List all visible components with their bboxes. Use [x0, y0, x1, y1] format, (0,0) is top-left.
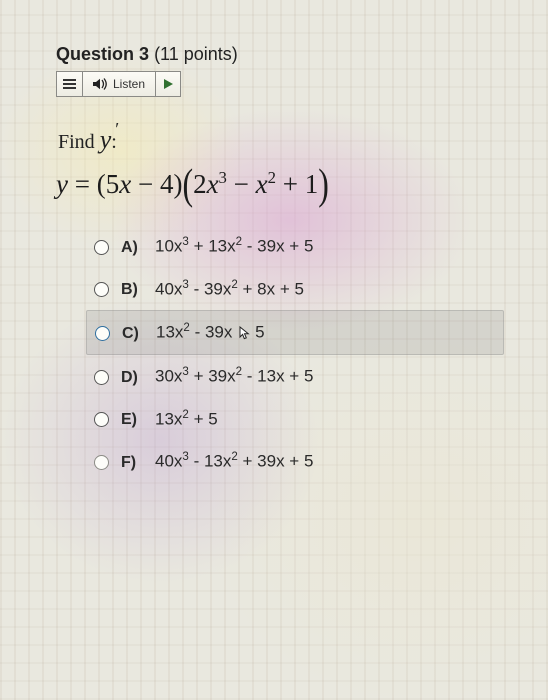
option-a[interactable]: A) 10x3 + 13x2 - 39x + 5 — [92, 225, 504, 268]
option-c[interactable]: C) 13x2 - 39x 5 — [86, 310, 504, 355]
option-f-letter: F) — [121, 454, 143, 472]
listen-menu-button[interactable] — [56, 71, 82, 97]
option-a-expr: 10x3 + 13x2 - 39x + 5 — [155, 236, 313, 257]
prompt-lead: Find — [58, 131, 95, 153]
eq-1: 1 — [305, 169, 319, 199]
ob3: - 39x — [189, 279, 232, 298]
oc1: 13x — [156, 323, 183, 342]
of5: + 39x + 5 — [238, 452, 314, 471]
radio-c[interactable] — [95, 326, 110, 341]
equation: y = (5x − 4)(2x3 − x2 + 1) — [56, 165, 504, 201]
listen-button[interactable]: Listen — [82, 71, 155, 97]
od5: - 13x + 5 — [242, 367, 313, 386]
ob5: + 8x + 5 — [238, 279, 304, 298]
radio-a[interactable] — [94, 240, 109, 255]
oe3: + 5 — [189, 409, 218, 428]
radio-e[interactable] — [94, 412, 109, 427]
option-a-letter: A) — [121, 239, 143, 257]
prompt-variable: y′ — [100, 125, 112, 154]
eq-2: 2 — [193, 169, 207, 199]
radio-b[interactable] — [94, 282, 109, 297]
listen-toolbar: Listen — [56, 71, 504, 97]
eq-x1: x — [119, 169, 131, 199]
eq-rp2: ) — [318, 161, 329, 210]
option-e-expr: 13x2 + 5 — [155, 409, 218, 430]
option-b-letter: B) — [121, 281, 143, 299]
option-d-letter: D) — [121, 369, 143, 387]
eq-e2: 2 — [268, 168, 276, 187]
option-f-expr: 40x3 - 13x2 + 39x + 5 — [155, 451, 313, 472]
menu-icon — [63, 79, 76, 89]
listen-label: Listen — [113, 77, 145, 91]
option-c-letter: C) — [122, 325, 144, 343]
radio-f[interactable] — [94, 455, 109, 470]
eq-4: 4 — [160, 169, 174, 199]
eq-x3: x — [256, 169, 268, 199]
question-number: 3 — [139, 44, 149, 64]
question-header: Question 3 (11 points) — [56, 44, 504, 65]
cursor-icon — [239, 326, 253, 340]
eq-m2: − — [227, 169, 256, 199]
play-icon — [164, 79, 173, 89]
speaker-icon — [93, 78, 107, 90]
prompt: Find y′: — [58, 125, 504, 155]
eq-e3: 3 — [219, 168, 227, 187]
option-e[interactable]: E) 13x2 + 5 — [92, 398, 504, 441]
option-f[interactable]: F) 40x3 - 13x2 + 39x + 5 — [92, 440, 504, 483]
eq-lp1: ( — [97, 169, 106, 199]
oe1: 13x — [155, 409, 182, 428]
eq-lp2: ( — [182, 161, 193, 210]
question-points: (11 points) — [154, 44, 238, 64]
eq-eq: = — [68, 169, 97, 199]
eq-rp1: ) — [173, 169, 182, 199]
option-b-expr: 40x3 - 39x2 + 8x + 5 — [155, 279, 304, 300]
option-e-letter: E) — [121, 411, 143, 429]
eq-x2: x — [207, 169, 219, 199]
oa3: + 13x — [189, 237, 236, 256]
option-d[interactable]: D) 30x3 + 39x2 - 13x + 5 — [92, 355, 504, 398]
od3: + 39x — [189, 367, 236, 386]
eq-m1: − — [131, 169, 160, 199]
option-b[interactable]: B) 40x3 - 39x2 + 8x + 5 — [92, 268, 504, 311]
oa1: 10x — [155, 237, 182, 256]
of1: 40x — [155, 452, 182, 471]
oc3: - 39x — [190, 323, 237, 342]
of3: - 13x — [189, 452, 232, 471]
ob1: 40x — [155, 279, 182, 298]
radio-d[interactable] — [94, 370, 109, 385]
eq-y: y — [56, 169, 68, 199]
od1: 30x — [155, 367, 182, 386]
question-page: Question 3 (11 points) Listen Find y′: — [0, 0, 548, 700]
oa5: - 39x + 5 — [242, 237, 313, 256]
oc4: 5 — [255, 323, 264, 342]
question-prefix: Question — [56, 44, 134, 64]
option-d-expr: 30x3 + 39x2 - 13x + 5 — [155, 366, 313, 387]
options-list: A) 10x3 + 13x2 - 39x + 5 B) 40x3 - 39x2 … — [56, 225, 504, 483]
eq-5: 5 — [106, 169, 120, 199]
prime-mark: ′ — [115, 119, 119, 140]
eq-p1: + — [276, 169, 305, 199]
option-c-expr: 13x2 - 39x 5 — [156, 322, 265, 343]
listen-play-button[interactable] — [155, 71, 181, 97]
prompt-y: y — [100, 125, 112, 154]
